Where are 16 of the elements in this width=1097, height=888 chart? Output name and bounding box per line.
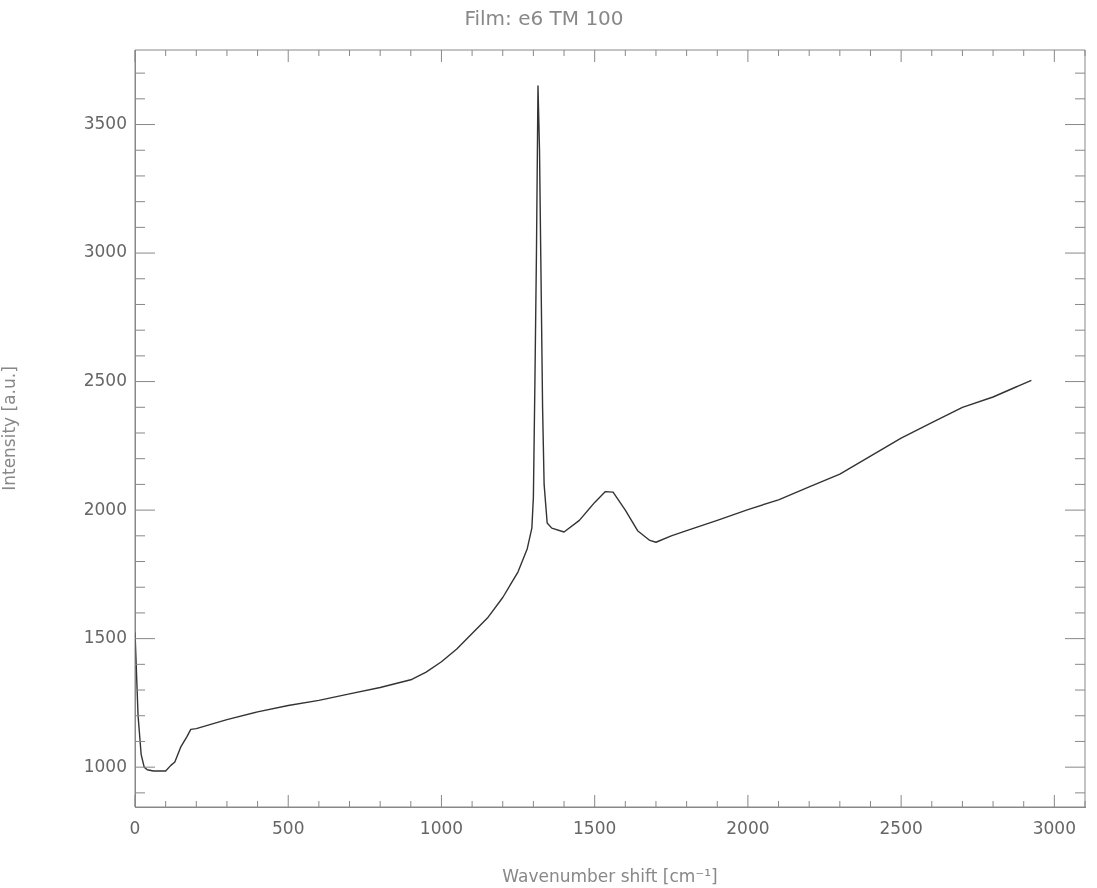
x-tick-label: 1000: [419, 817, 464, 838]
x-tick-label: 3000: [1032, 817, 1076, 838]
x-tick-label: 2500: [879, 817, 923, 838]
y-tick-label: 2000: [83, 498, 127, 519]
x-tick-label: 1500: [573, 817, 617, 838]
x-tick-label: 0: [129, 817, 141, 838]
y-tick-label: 3000: [83, 241, 127, 262]
x-tick-label: 2000: [726, 817, 770, 838]
x-tick-label: 500: [272, 817, 305, 838]
x-axis-title: Wavenumber shift [cm⁻¹]: [502, 866, 718, 887]
y-tick-label: 2500: [83, 370, 127, 391]
y-tick-label: 3500: [83, 112, 127, 133]
y-tick-label: 1000: [83, 755, 127, 776]
chart-title: Film: e6 TM 100: [464, 6, 624, 31]
y-tick-label: 1500: [83, 627, 127, 648]
y-axis-title: Intensity [a.u.]: [0, 366, 19, 491]
